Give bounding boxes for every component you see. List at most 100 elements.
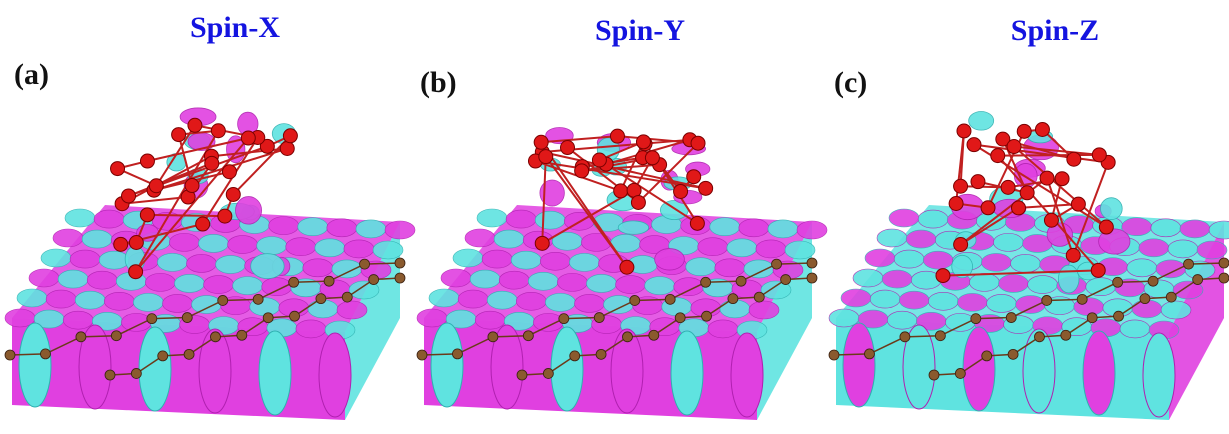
lobe <box>756 240 786 258</box>
carbon-atom <box>1148 276 1158 286</box>
carbon-atom <box>488 332 498 342</box>
oxygen-atom <box>129 236 143 250</box>
lobe <box>1168 240 1198 258</box>
oxygen-atom <box>114 237 128 251</box>
lobe <box>198 234 228 252</box>
oxygen-atom <box>691 136 705 150</box>
lobe <box>315 239 345 257</box>
carbon-atom <box>1034 332 1044 342</box>
oxygen-atom <box>185 179 199 193</box>
carbon-atom <box>76 332 86 342</box>
carbon-atom <box>864 349 874 359</box>
oxygen-atom <box>534 135 548 149</box>
lobe <box>1180 220 1210 238</box>
carbon-atom <box>342 292 352 302</box>
oxygen-atom <box>1067 152 1081 166</box>
carbon-atom <box>147 314 157 324</box>
lobe <box>882 270 912 288</box>
lobe <box>1127 259 1157 277</box>
oxygen-atom <box>1044 213 1058 227</box>
lobe <box>574 294 604 312</box>
lobe <box>945 313 975 331</box>
lobe <box>1016 296 1046 314</box>
lobe <box>516 292 546 310</box>
lobe <box>511 251 541 269</box>
lobe <box>981 253 1011 271</box>
lobe <box>216 256 246 274</box>
oxygen-atom <box>575 164 589 178</box>
carbon-atom <box>1219 273 1229 283</box>
oxygen-atom <box>111 162 125 176</box>
oxygen-atom <box>1007 140 1021 154</box>
oxygen-atom <box>222 165 236 179</box>
oxygen-atom <box>149 179 163 193</box>
lobe <box>1139 239 1169 257</box>
oxygen-atom <box>218 209 232 223</box>
oxygen-atom <box>936 269 950 283</box>
lobe <box>53 229 83 247</box>
lobe <box>870 290 900 308</box>
lobe <box>174 274 204 292</box>
carbon-atom <box>971 314 981 324</box>
lobe <box>298 218 328 236</box>
carbon-atom <box>935 331 945 341</box>
carbon-atom <box>324 276 334 286</box>
lobe <box>727 239 757 257</box>
front-lobe <box>19 323 51 407</box>
lobe <box>906 230 936 248</box>
lobe <box>865 249 895 267</box>
oxygen-atom <box>631 195 645 209</box>
lobe <box>192 296 222 314</box>
orbital <box>1058 265 1079 293</box>
lobe <box>29 269 59 287</box>
oxygen-atom <box>967 138 981 152</box>
carbon-atom <box>182 313 192 323</box>
lobe <box>465 229 495 247</box>
carbon-atom <box>158 351 168 361</box>
lobe <box>708 320 738 338</box>
oxygen-atom <box>1055 172 1069 186</box>
lobe <box>327 219 357 237</box>
oxygen-atom <box>122 189 136 203</box>
orbital <box>251 254 285 279</box>
carbon-atom <box>559 314 569 324</box>
lobe <box>899 291 929 309</box>
carbon-atom <box>1219 258 1229 268</box>
panel: Spin-Z (c) <box>829 14 1229 420</box>
carbon-atom <box>1006 313 1016 323</box>
lobe <box>1156 260 1186 278</box>
oxygen-atom <box>949 196 963 210</box>
lobe <box>581 233 611 251</box>
oxygen-atom <box>539 150 553 164</box>
oxygen-atom <box>687 170 701 184</box>
oxygen-atom <box>1071 197 1085 211</box>
lobe <box>1010 254 1040 272</box>
carbon-atom <box>417 350 427 360</box>
lobe <box>429 289 459 307</box>
lobe <box>533 313 563 331</box>
carbon-atom <box>982 351 992 361</box>
orbital <box>618 221 648 234</box>
front-lobe <box>671 331 703 415</box>
oxygen-atom <box>1099 220 1113 234</box>
lobe <box>475 311 505 329</box>
lobe <box>65 209 95 227</box>
oxygen-atom <box>1017 124 1031 138</box>
lobe <box>99 251 129 269</box>
carbon-atom <box>772 259 782 269</box>
carbon-atom <box>289 277 299 287</box>
lobe <box>157 253 187 271</box>
oxygen-atom <box>188 118 202 132</box>
lobe <box>41 249 71 267</box>
carbon-atom <box>675 313 685 323</box>
lobe <box>1120 320 1150 338</box>
oxygen-atom <box>211 124 225 138</box>
oxygen-atom <box>971 175 985 189</box>
carbon-atom <box>210 332 220 342</box>
carbon-atom <box>649 330 659 340</box>
lobe <box>58 270 88 288</box>
carbon-atom <box>728 294 738 304</box>
panel-label: (b) <box>420 66 457 99</box>
panel: Spin-X (a) <box>5 11 415 420</box>
carbon-atom <box>369 275 379 285</box>
